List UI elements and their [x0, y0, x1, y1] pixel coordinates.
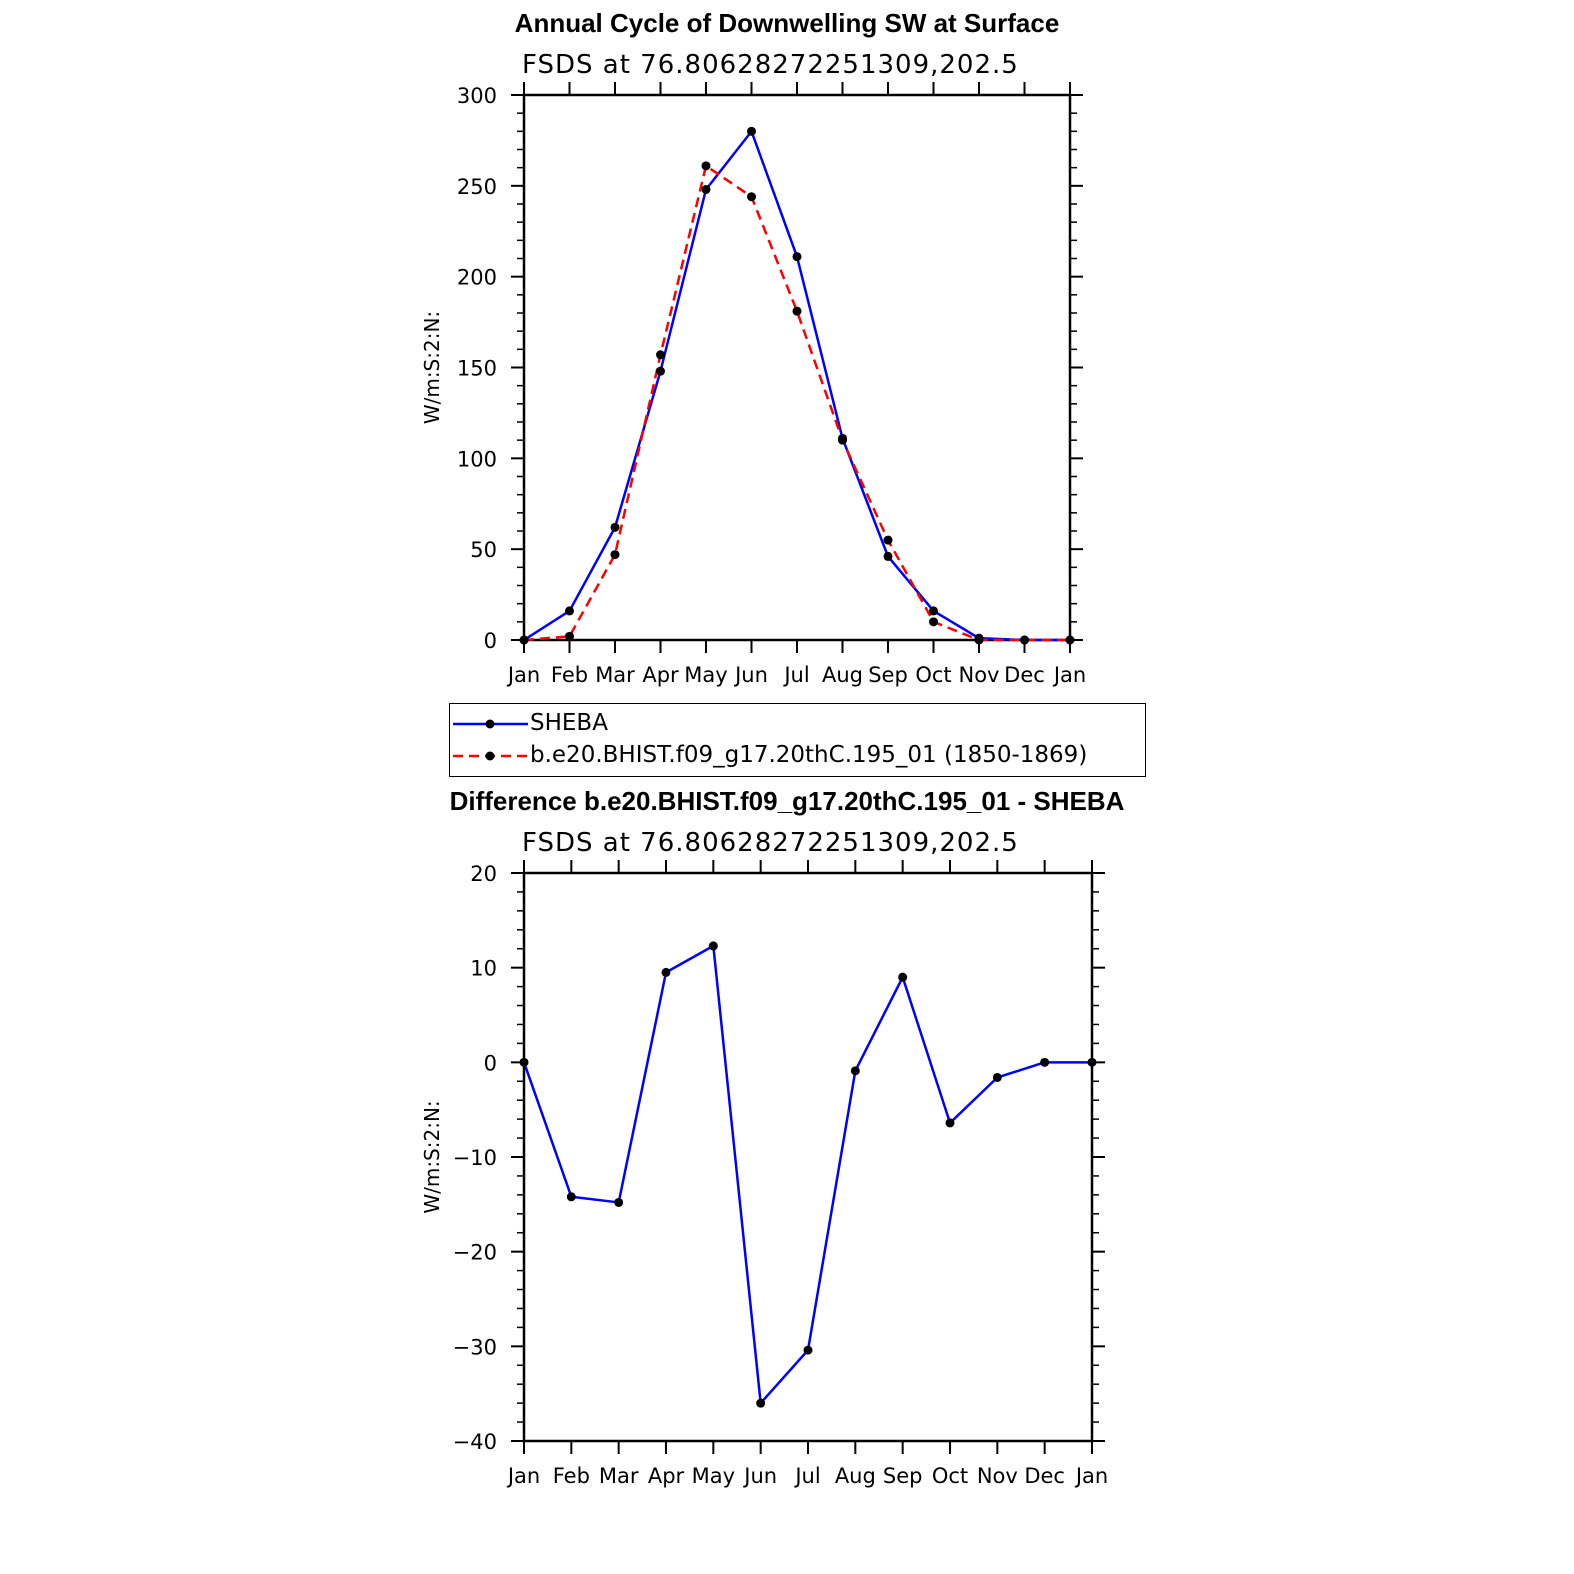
- chart1-series-2-point: [1065, 635, 1075, 645]
- chart1-xtick-label: Apr: [642, 663, 679, 687]
- chart1-xtick-label: Jul: [782, 663, 809, 687]
- chart2-ytick-label: −30: [453, 1335, 497, 1359]
- chart1-series-1-point: [792, 252, 802, 262]
- chart2-ylabel: W/m:S:2:N:: [420, 1100, 444, 1213]
- chart2-series-1-point: [661, 967, 671, 977]
- chart1-series-2-point: [656, 350, 665, 360]
- chart1-xtick-label: Aug: [822, 663, 863, 687]
- chart2-series-1-point: [898, 972, 908, 982]
- chart2-xtick-label: Jun: [742, 1464, 777, 1488]
- chart2-xtick-label: Jan: [1074, 1464, 1108, 1488]
- chart1-series-2-point: [701, 161, 711, 171]
- chart1-series-2-line: [523, 164, 1070, 642]
- chart1-ylabel: W/m:S:2:N:: [420, 311, 444, 424]
- chart2-plot-frame: [522, 871, 1094, 1443]
- chart1-xtick-label: Oct: [915, 663, 951, 687]
- chart1-series-1-line: [523, 130, 1070, 642]
- chart2-series-1-point: [803, 1345, 813, 1355]
- chart1-series-2-point: [565, 631, 574, 641]
- chart2-xtick-label: May: [692, 1464, 735, 1488]
- chart1-ytick-label: 0: [484, 629, 497, 653]
- chart2-ytick-label: −40: [453, 1430, 497, 1454]
- chart2-ytick-label: −20: [453, 1241, 497, 1265]
- chart2-xtick-label: Sep: [883, 1464, 923, 1488]
- chart2-xtick-label: Oct: [932, 1464, 968, 1488]
- chart2-series-1-point: [614, 1197, 624, 1207]
- chart2-series-1-point: [945, 1118, 955, 1128]
- chart1-series-1-point: [883, 551, 893, 561]
- chart2-ytick-label: 10: [470, 957, 497, 981]
- chart1-series-1-point: [701, 184, 711, 194]
- chart1-ytick-label: 300: [457, 84, 497, 108]
- chart1-series-2-point: [747, 192, 756, 202]
- chart2-series-1-point: [850, 1066, 860, 1076]
- chart1-ytick-label: 100: [457, 447, 497, 471]
- chart2-xtick-label: Apr: [648, 1464, 685, 1488]
- chart1-series-2-point: [610, 550, 620, 560]
- chart1-series-2-point: [792, 306, 802, 316]
- chart1-series-1-point: [656, 366, 665, 376]
- chart2-xtick-label: Nov: [977, 1464, 1018, 1488]
- chart2-subtitle: FSDS at 76.80628272251309,202.5: [522, 828, 1019, 858]
- chart1-series-2-point: [519, 635, 529, 645]
- chart2-series-1-point: [992, 1072, 1002, 1082]
- chart1-plot-frame: [522, 93, 1072, 642]
- chart1-series-1-point: [610, 522, 620, 532]
- chart2-series-1-point: [566, 1192, 576, 1202]
- chart1-xtick-label: Jan: [506, 663, 540, 687]
- chart2-title: Difference b.e20.BHIST.f09_g17.20thC.195…: [449, 786, 1125, 816]
- chart1-xtick-label: Jun: [733, 663, 768, 687]
- chart1-xtick-label: Nov: [959, 663, 1000, 687]
- chart2-xtick-label: Jan: [506, 1464, 540, 1488]
- chart1-title: Annual Cycle of Downwelling SW at Surfac…: [514, 8, 1060, 38]
- chart1-xtick-label: Sep: [868, 663, 908, 687]
- chart2-ytick-label: 0: [484, 1051, 497, 1075]
- chart1-series-2-point: [883, 535, 893, 545]
- chart2-ytick-label: 20: [470, 862, 497, 886]
- chart1-series-2-point: [929, 617, 938, 627]
- chart1-ytick-label: 150: [457, 357, 497, 381]
- legend-label-model: b.e20.BHIST.f09_g17.20thC.195_01 (1850-1…: [530, 742, 1088, 768]
- chart2-xtick-label: Feb: [553, 1464, 590, 1488]
- chart1-ytick-label: 50: [470, 538, 497, 562]
- chart1-xtick-label: Mar: [595, 663, 635, 687]
- chart2-xtick-label: Jul: [793, 1464, 820, 1488]
- chart1-series-2-point: [1020, 635, 1029, 645]
- chart1-series-1-point: [929, 606, 938, 616]
- chart1-ytick-label: 250: [457, 175, 497, 199]
- chart2-series-1-point: [519, 1057, 529, 1067]
- chart2-series-1-point: [1040, 1057, 1050, 1067]
- chart1-subtitle: FSDS at 76.80628272251309,202.5: [522, 50, 1019, 80]
- chart2-series-1-point: [1087, 1057, 1097, 1067]
- chart2-xtick-label: Dec: [1024, 1464, 1065, 1488]
- chart1-xtick-label: May: [684, 663, 727, 687]
- chart1-ytick-label: 200: [457, 266, 497, 290]
- legend: [449, 703, 1146, 777]
- chart2-series-1-point: [708, 941, 718, 951]
- chart1-xtick-label: Jan: [1052, 663, 1086, 687]
- chart2-xtick-label: Aug: [835, 1464, 876, 1488]
- legend-marker-model: [485, 751, 495, 761]
- chart2-series-1-line: [522, 944, 1092, 1405]
- chart2-xtick-label: Mar: [599, 1464, 639, 1488]
- chart1-series-1-point: [565, 606, 574, 616]
- chart2-ytick-label: −10: [453, 1146, 497, 1170]
- legend-label-sheba: SHEBA: [530, 710, 608, 736]
- chart1-series-2-point: [838, 435, 847, 445]
- chart1-series-1-point: [747, 126, 756, 136]
- chart1-series-2-point: [974, 635, 984, 645]
- chart1-xtick-label: Feb: [551, 663, 588, 687]
- chart2-series-1-point: [756, 1398, 766, 1408]
- legend-marker-sheba: [485, 719, 495, 729]
- chart1-xtick-label: Dec: [1004, 663, 1045, 687]
